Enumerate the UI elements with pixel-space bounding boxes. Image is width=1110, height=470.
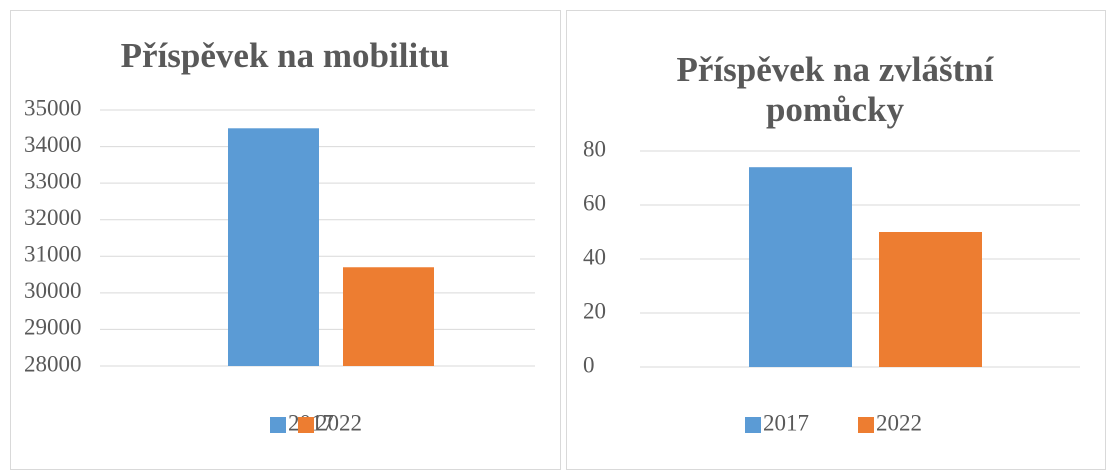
chart-title: Příspěvek na zvláštní pomůcky <box>676 50 994 129</box>
legend-swatch <box>270 417 286 433</box>
y-tick-label: 33000 <box>24 168 82 193</box>
bar <box>228 128 319 366</box>
legend-label: 2022 <box>876 410 922 435</box>
y-tick-label: 31000 <box>24 242 82 267</box>
y-tick-label: 0 <box>583 352 595 377</box>
legend-label: 2022 <box>316 410 362 435</box>
bar <box>879 232 982 367</box>
legend-swatch <box>858 417 874 433</box>
legend-swatch <box>298 417 314 433</box>
page: 28000 29000 30000 31000 32000 33000 34000 35000… <box>10 10 1106 470</box>
y-tick-label: 40 <box>583 244 606 269</box>
chart-title: Příspěvek na mobilitu <box>120 36 450 75</box>
y-tick-label: 30000 <box>24 278 82 303</box>
legend-swatch <box>745 417 761 433</box>
y-tick-label: 35000 <box>24 95 82 120</box>
y-tick-label: 80 <box>583 136 606 161</box>
bar <box>343 267 434 366</box>
bar <box>749 167 852 367</box>
chart: 28000 29000 30000 31000 32000 33000 34000 35000… <box>24 95 1080 435</box>
y-tick-label: 60 <box>583 190 606 215</box>
y-tick-label: 20 <box>583 298 606 323</box>
y-tick-label: 28000 <box>24 351 82 376</box>
y-tick-label: 34000 <box>24 132 82 157</box>
y-tick-label: 29000 <box>24 315 82 340</box>
y-tick-label: 32000 <box>24 205 82 230</box>
legend-label: 2017 <box>763 410 809 435</box>
